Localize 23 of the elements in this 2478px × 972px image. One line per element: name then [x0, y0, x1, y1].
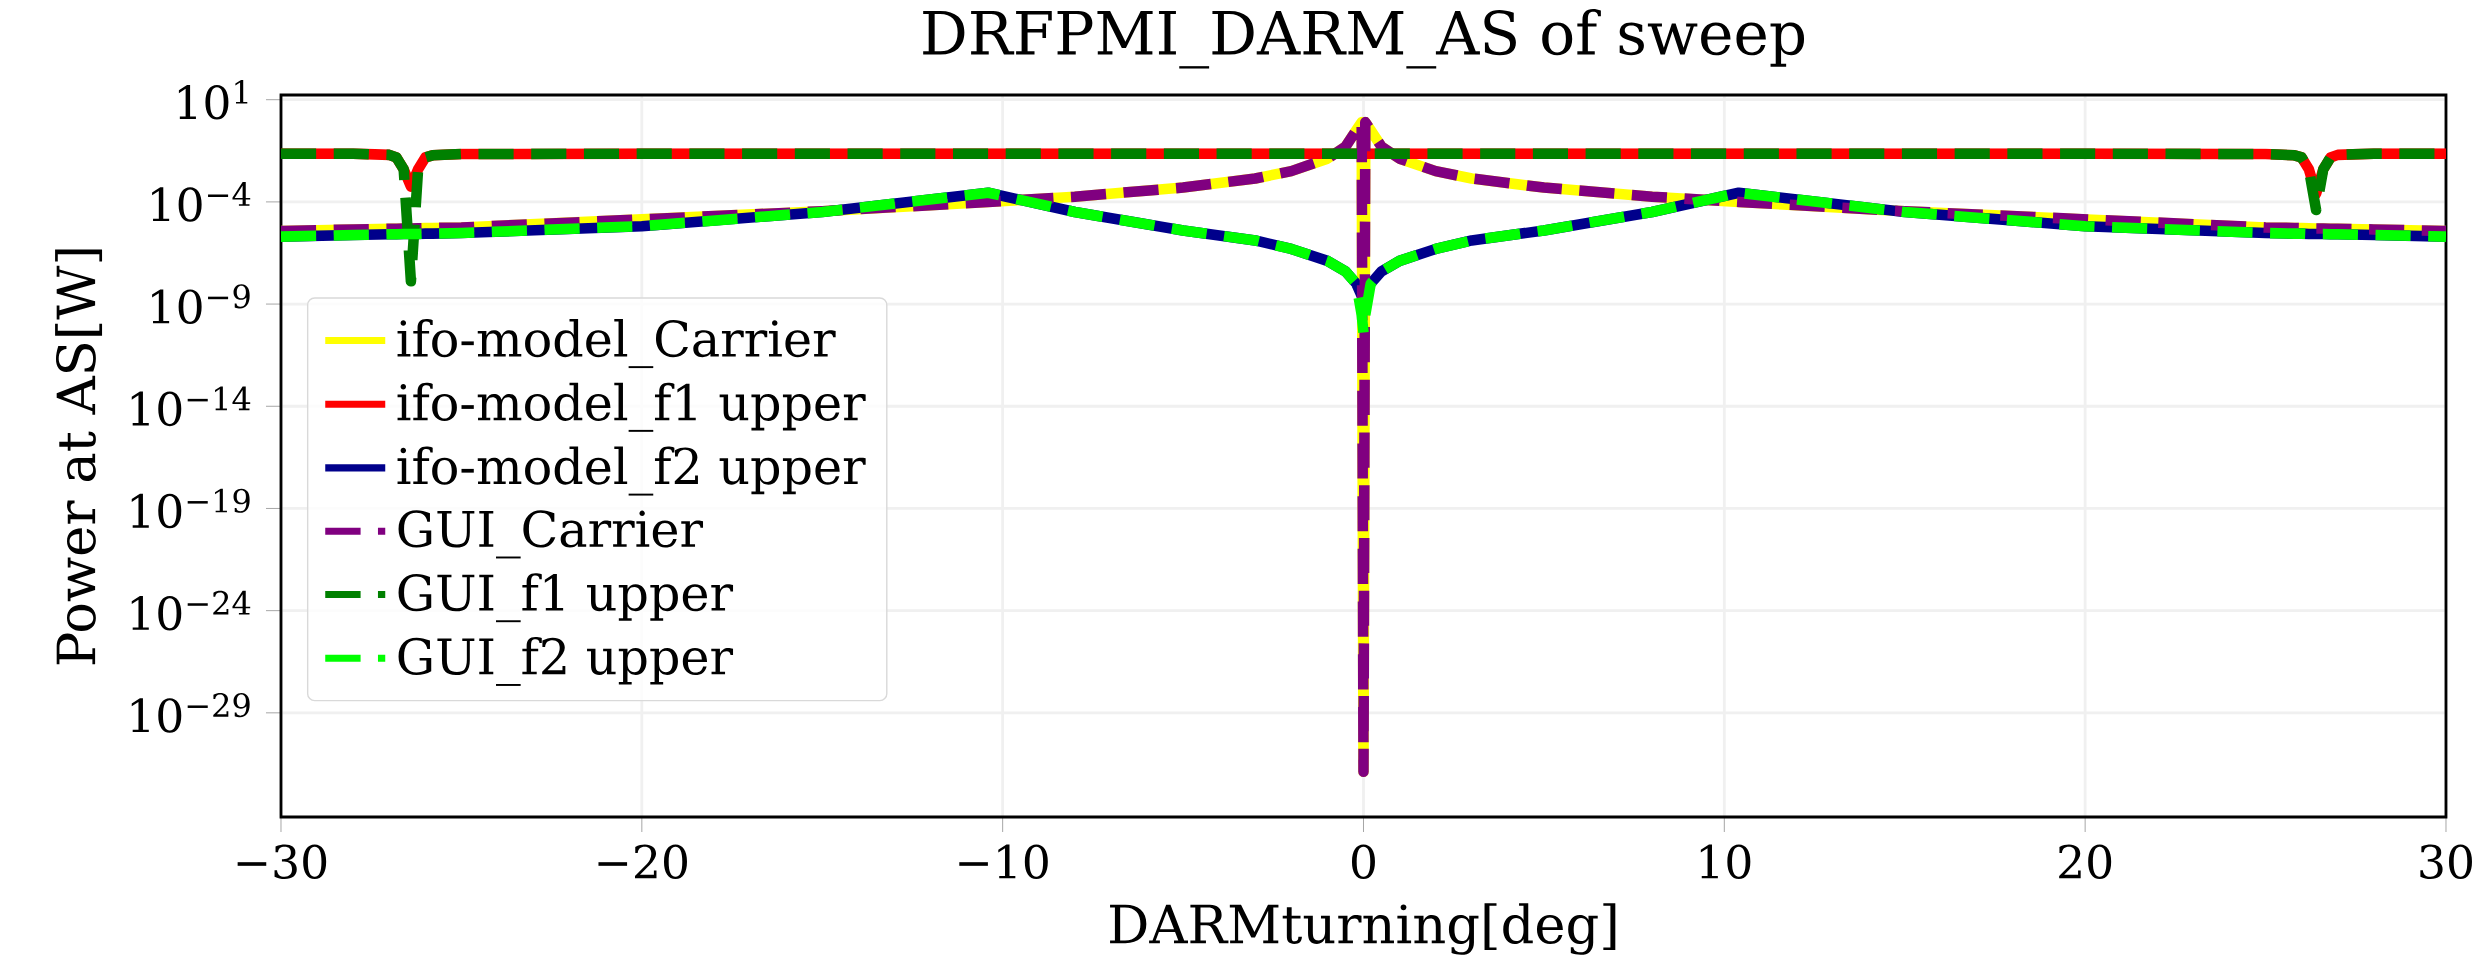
x-tick-label: 0 [1351, 844, 1375, 879]
legend-label: ifo-model_f2 upper [397, 446, 866, 496]
legend-label: ifo-model_f1 upper [397, 382, 866, 432]
chart-title: DRFPMI_DARM_AS of sweep [923, 9, 1805, 69]
y-tick-label: 10$^{−14}$ [131, 386, 251, 427]
y-tick-label: 10$^{−9}$ [152, 284, 250, 324]
legend-label: GUI_Carrier [398, 510, 704, 559]
y-axis-title: Power at AS[W] [55, 249, 103, 665]
x-tick-label: 30 [2420, 844, 2472, 879]
y-tick-label: 10$^{−19}$ [131, 488, 250, 529]
y-tick-label: 10$^{1}$ [178, 79, 248, 120]
legend-label: ifo-model_Carrier [397, 319, 836, 369]
x-tick-label: −30 [237, 844, 327, 879]
legend-label: GUI_f1 upper [398, 573, 734, 623]
x-tick-label: −10 [959, 844, 1048, 879]
legend-label: GUI_f2 upper [398, 636, 734, 686]
x-tick-label: 20 [2059, 844, 2112, 879]
x-axis-title: DARMturning[deg] [1110, 903, 1616, 955]
y-tick-label: 10$^{−24}$ [131, 590, 251, 631]
x-tick-label: 10 [1700, 844, 1751, 879]
y-tick-label: 10$^{−4}$ [152, 182, 251, 222]
y-tick-label: 10$^{−29}$ [131, 693, 250, 733]
x-tick-label: −20 [598, 844, 687, 879]
